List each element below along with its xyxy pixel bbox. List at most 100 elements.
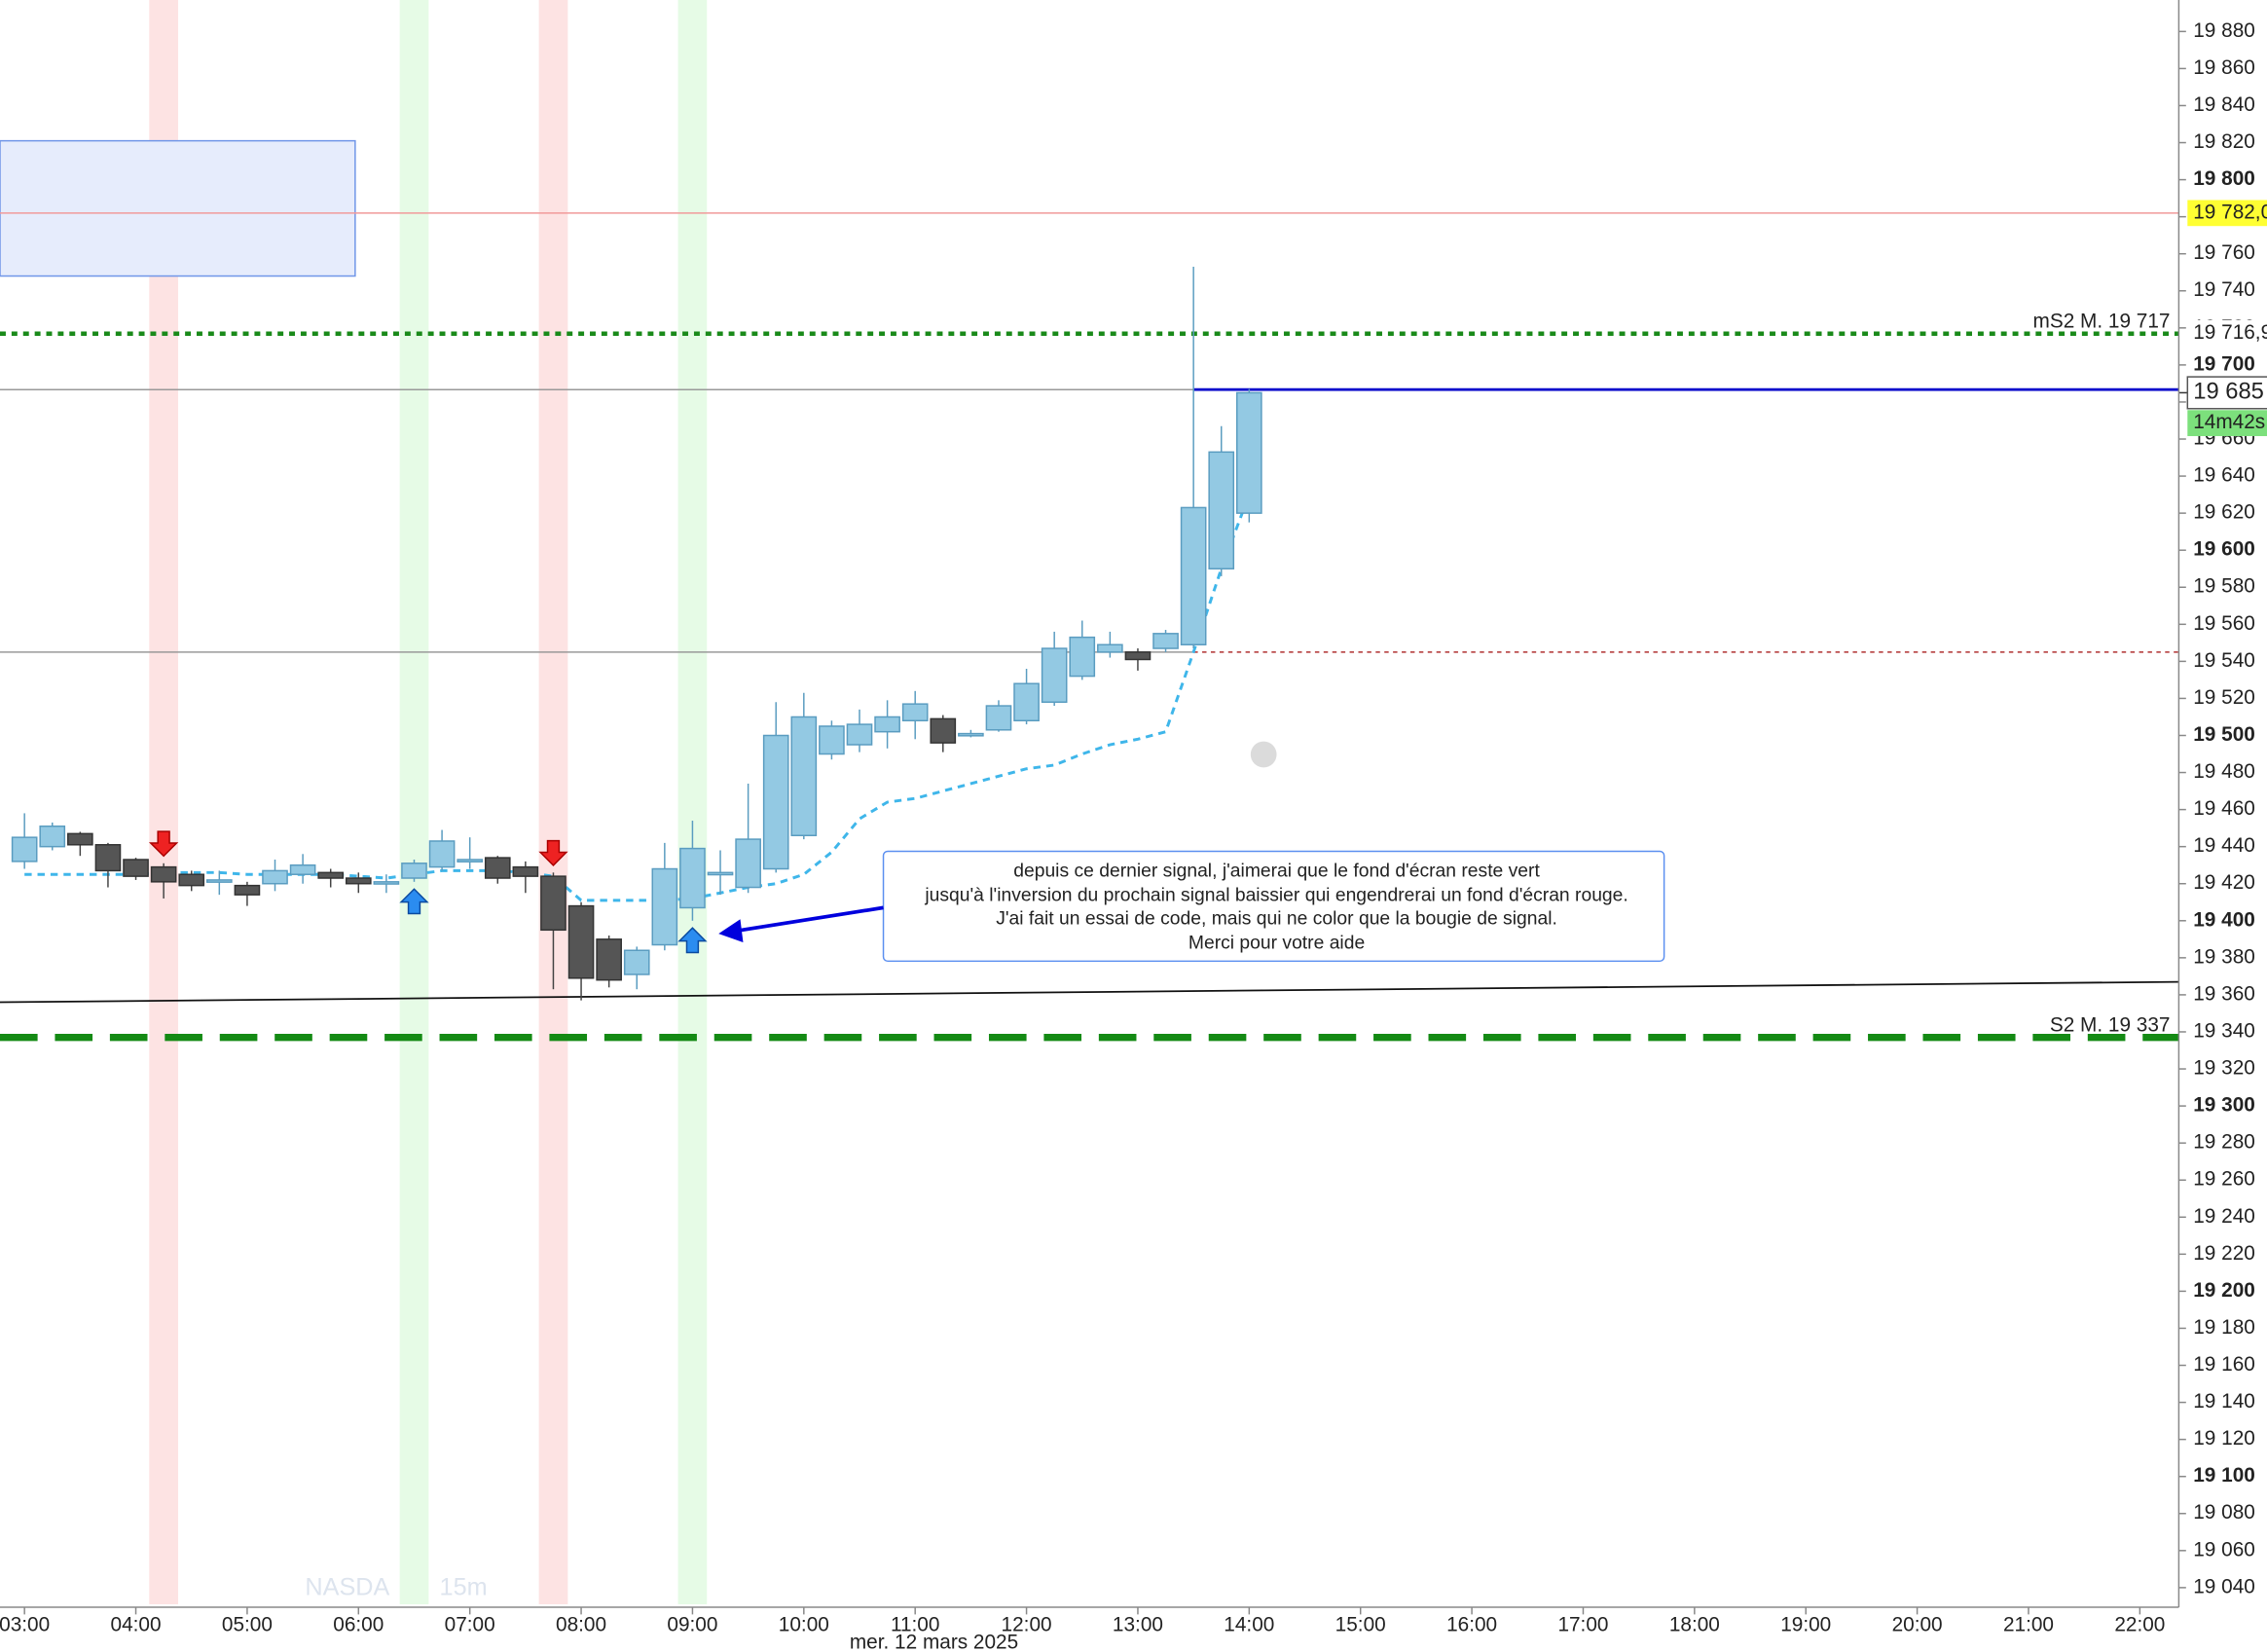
candle-body bbox=[1180, 506, 1207, 645]
y-tick-label: 19 260 bbox=[2193, 1168, 2255, 1191]
zone bbox=[0, 139, 356, 277]
y-tick-label: 19 520 bbox=[2193, 686, 2255, 709]
y-tick-label: 19 800 bbox=[2193, 167, 2255, 190]
y-tick-label: 19 200 bbox=[2193, 1279, 2255, 1302]
x-tick-label: 14:00 bbox=[1224, 1614, 1274, 1636]
y-tick-label: 19 360 bbox=[2193, 982, 2255, 1005]
candle-body bbox=[150, 865, 177, 883]
last-price-box bbox=[2186, 376, 2267, 410]
y-tick-label: 19 060 bbox=[2193, 1538, 2255, 1560]
x-tick-label: 11:00 bbox=[891, 1614, 939, 1636]
candle-body bbox=[67, 832, 93, 846]
cursor-dot bbox=[1250, 741, 1277, 768]
countdown-box bbox=[2187, 410, 2267, 436]
y-tick-label: 19 560 bbox=[2193, 612, 2255, 635]
x-tick-label: 08:00 bbox=[556, 1614, 606, 1636]
candle-body bbox=[1124, 651, 1152, 661]
y-tick-label: 19 120 bbox=[2193, 1427, 2255, 1450]
y-tick-label: 19 540 bbox=[2193, 649, 2255, 672]
candle-body bbox=[262, 869, 288, 885]
x-tick-label: 15:00 bbox=[1335, 1614, 1386, 1636]
y-tick-label: 19 460 bbox=[2193, 797, 2255, 820]
candle-body bbox=[735, 838, 761, 889]
y-tick-label: 19 400 bbox=[2193, 908, 2255, 931]
sell-arrow bbox=[538, 839, 568, 866]
trend-line bbox=[0, 980, 2179, 1004]
watermark: 15m bbox=[440, 1573, 488, 1600]
y-tick-label: 19 340 bbox=[2193, 1019, 2255, 1042]
level-price-label: 19 716,9 bbox=[2193, 321, 2267, 344]
candle-body bbox=[94, 844, 122, 872]
x-tick-label: 07:00 bbox=[445, 1614, 495, 1636]
x-tick-label: 16:00 bbox=[1446, 1614, 1497, 1636]
x-tick-label: 04:00 bbox=[111, 1614, 162, 1636]
candle-body bbox=[1013, 682, 1040, 722]
candle-body bbox=[345, 877, 372, 885]
x-tick-label: 06:00 bbox=[333, 1614, 384, 1636]
buy-arrow bbox=[399, 888, 429, 915]
candle-body bbox=[206, 879, 233, 883]
y-tick-label: 19 240 bbox=[2193, 1205, 2255, 1228]
y-tick-label: 19 840 bbox=[2193, 93, 2255, 116]
y-tick-label: 19 380 bbox=[2193, 945, 2255, 968]
candle-body bbox=[11, 836, 38, 863]
candle-body bbox=[1152, 633, 1179, 649]
candle-body bbox=[874, 716, 900, 733]
y-tick-label: 19 620 bbox=[2193, 501, 2255, 524]
buy-arrow bbox=[677, 927, 708, 954]
watermark: NASDA bbox=[305, 1573, 389, 1600]
signal-band bbox=[538, 0, 568, 1605]
candle-body bbox=[1236, 391, 1262, 514]
level-price-box bbox=[2186, 319, 2267, 348]
x-tick-label: 05:00 bbox=[222, 1614, 273, 1636]
annotation-arrow bbox=[737, 905, 884, 933]
candle-body bbox=[234, 884, 261, 896]
y-tick-label: 19 080 bbox=[2193, 1501, 2255, 1524]
level-price-label: 19 782,0 bbox=[2193, 201, 2267, 223]
candle-body bbox=[1041, 647, 1068, 703]
candle-body bbox=[123, 859, 149, 877]
candle-body bbox=[484, 857, 511, 879]
candle-body bbox=[679, 847, 706, 909]
y-tick-label: 19 100 bbox=[2193, 1464, 2255, 1487]
candle-body bbox=[819, 725, 845, 755]
candle-body bbox=[178, 873, 205, 887]
level-name: S2 M. 19 337 bbox=[2050, 1013, 2171, 1036]
candle-body bbox=[1208, 451, 1235, 569]
annotation-box bbox=[882, 850, 1665, 963]
candle-body bbox=[1097, 643, 1123, 653]
x-tick-label: 09:00 bbox=[667, 1614, 717, 1636]
candle-body bbox=[651, 867, 678, 946]
y-tick-label: 19 160 bbox=[2193, 1353, 2255, 1376]
candle-body bbox=[1069, 636, 1096, 678]
y-tick-label: 19 300 bbox=[2193, 1094, 2255, 1117]
candle-body bbox=[540, 875, 567, 932]
y-tick-label: 19 860 bbox=[2193, 56, 2255, 79]
annotation-line: jusqu'à l'inversion du prochain signal b… bbox=[924, 886, 1627, 906]
level-price-box bbox=[2187, 200, 2267, 227]
candle-body bbox=[401, 863, 427, 879]
candle-body bbox=[846, 723, 873, 746]
candle-body bbox=[985, 705, 1012, 731]
sell-arrow bbox=[148, 830, 179, 858]
x-tick-label: 03:00 bbox=[0, 1614, 50, 1636]
y-tick-label: 19 500 bbox=[2193, 723, 2255, 746]
last-price-label: 19 685 bbox=[2193, 379, 2264, 405]
candle-body bbox=[567, 904, 595, 979]
candle-body bbox=[457, 859, 484, 863]
y-tick-label: 19 480 bbox=[2193, 760, 2255, 783]
candle-body bbox=[901, 703, 929, 722]
y-tick-label: 19 440 bbox=[2193, 834, 2255, 857]
countdown: 14m42s bbox=[2193, 411, 2265, 433]
x-tick-label: 20:00 bbox=[1892, 1614, 1943, 1636]
y-tick-label: 19 180 bbox=[2193, 1316, 2255, 1339]
candle-body bbox=[762, 734, 789, 870]
x-tick-label: 18:00 bbox=[1669, 1614, 1720, 1636]
level-name: mS2 M. 19 717 bbox=[2033, 310, 2171, 332]
candle-body bbox=[317, 871, 345, 879]
y-tick-label: 19 640 bbox=[2193, 464, 2255, 487]
x-tick-label: 10:00 bbox=[779, 1614, 829, 1636]
y-tick-label: 19 580 bbox=[2193, 575, 2255, 598]
y-tick-label: 19 220 bbox=[2193, 1242, 2255, 1265]
x-tick-label: 19:00 bbox=[1780, 1614, 1831, 1636]
